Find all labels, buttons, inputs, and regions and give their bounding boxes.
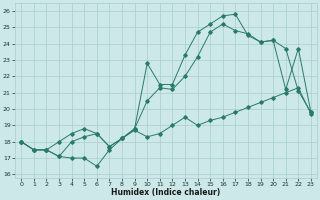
X-axis label: Humidex (Indice chaleur): Humidex (Indice chaleur) bbox=[111, 188, 221, 197]
